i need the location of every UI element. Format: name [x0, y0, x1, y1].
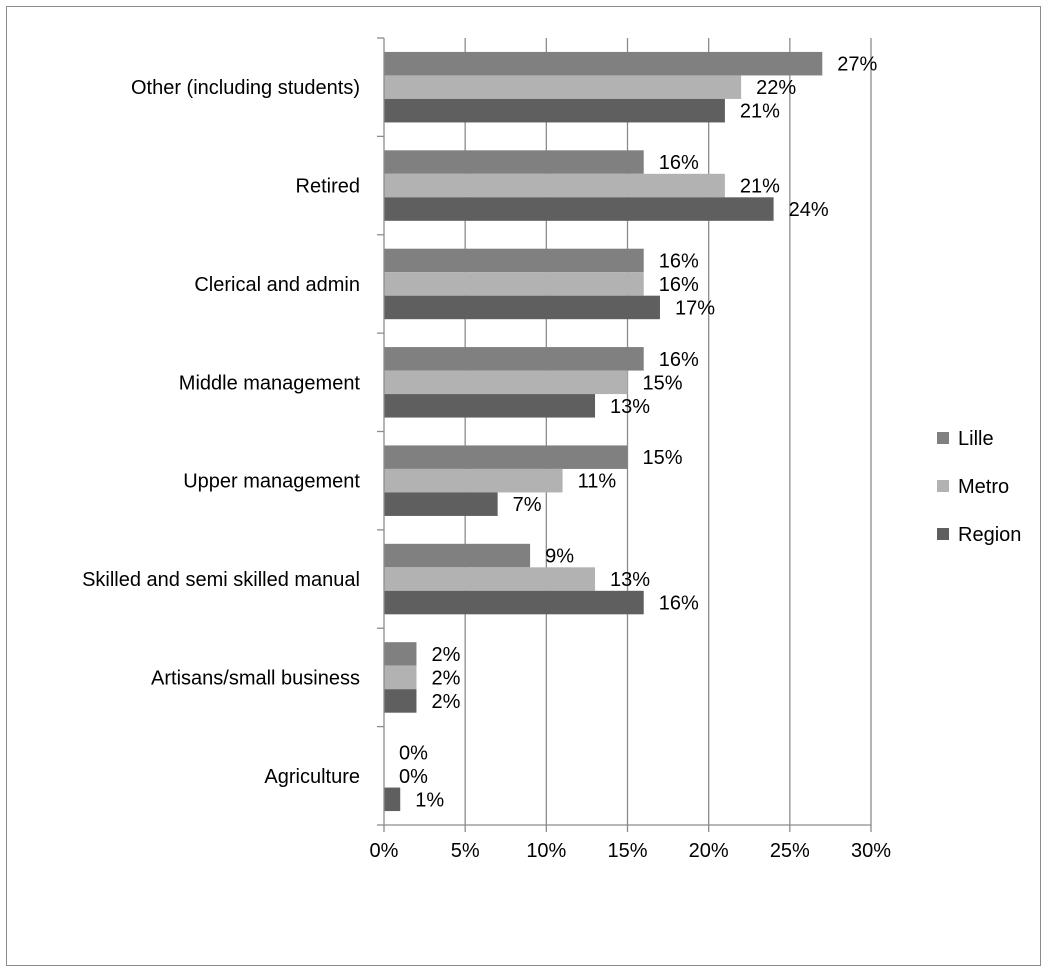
category-label: Middle management: [179, 372, 361, 394]
bar-metro-0: [384, 75, 742, 99]
data-label: 21%: [740, 101, 780, 123]
x-tick-labels: 0% 5% 10% 15% 20% 25% 30%: [370, 840, 892, 862]
bar-metro-2: [384, 272, 644, 296]
x-tick-label: 0%: [370, 840, 399, 862]
category-label: Skilled and semi skilled manual: [82, 569, 360, 591]
x-tick-label: 20%: [689, 840, 729, 862]
legend-swatch-metro: [937, 480, 949, 492]
data-label: 17%: [675, 297, 715, 319]
legend-label-region: Region: [958, 524, 1021, 546]
data-label: 9%: [545, 546, 574, 568]
x-tick-label: 10%: [526, 840, 566, 862]
x-tick-label: 15%: [607, 840, 647, 862]
data-label: 16%: [659, 152, 699, 174]
data-label: 22%: [756, 77, 796, 99]
data-label: 16%: [659, 274, 699, 296]
category-label: Artisans/small business: [151, 667, 360, 689]
legend-label-lille: Lille: [958, 428, 994, 450]
legend-swatch-lille: [937, 432, 949, 444]
data-label: 2%: [431, 691, 460, 713]
bar-lille-0: [384, 51, 823, 76]
bars: [384, 51, 823, 812]
bar-region-5: [384, 590, 644, 615]
bar-metro-4: [384, 468, 563, 493]
bar-lille-3: [384, 347, 644, 371]
x-tick-label: 30%: [851, 840, 891, 862]
category-label: Clerical and admin: [194, 274, 360, 296]
bar-lille-5: [384, 543, 531, 568]
bar-lille-4: [384, 445, 628, 469]
data-label: 24%: [789, 199, 829, 221]
data-labels: 27%22%21%16%21%24%16%16%17%16%15%13%15%1…: [399, 54, 878, 812]
legend-swatch-region: [937, 528, 949, 540]
bar-region-2: [384, 295, 660, 320]
data-label: 27%: [837, 54, 877, 76]
category-label: Agriculture: [264, 766, 360, 788]
data-label: 7%: [513, 494, 542, 516]
bar-metro-1: [384, 173, 725, 198]
data-label: 21%: [740, 176, 780, 198]
bar-region-7: [384, 787, 401, 812]
data-label: 1%: [415, 789, 444, 811]
x-tick-label: 25%: [770, 840, 810, 862]
data-label: 16%: [659, 349, 699, 371]
bar-lille-2: [384, 248, 644, 273]
bar-metro-3: [384, 370, 628, 395]
data-label: 2%: [431, 644, 460, 666]
data-label: 0%: [399, 742, 428, 764]
category-label: Upper management: [183, 471, 360, 493]
data-label: 15%: [643, 372, 683, 394]
bar-region-4: [384, 492, 498, 516]
category-label: Retired: [296, 176, 360, 198]
data-label: 13%: [610, 569, 650, 591]
bar-region-1: [384, 197, 774, 221]
data-label: 2%: [431, 667, 460, 689]
data-label: 0%: [399, 766, 428, 788]
legend-label-metro: Metro: [958, 476, 1009, 498]
bar-lille-1: [384, 150, 644, 174]
data-label: 16%: [659, 250, 699, 272]
bar-region-0: [384, 98, 725, 123]
data-label: 15%: [643, 447, 683, 469]
bar-lille-6: [384, 642, 417, 666]
axes: [377, 37, 872, 832]
bar-region-3: [384, 394, 596, 418]
data-label: 13%: [610, 396, 650, 418]
data-label: 11%: [578, 471, 617, 493]
category-label: Other (including students): [131, 77, 360, 99]
bar-metro-5: [384, 567, 596, 591]
bar-metro-6: [384, 665, 417, 690]
data-label: 16%: [659, 593, 699, 615]
legend: Lille Metro Region: [937, 428, 1021, 546]
x-tick-label: 5%: [451, 840, 480, 862]
bar-region-6: [384, 689, 417, 713]
category-labels: Other (including students) Retired Clerica…: [82, 77, 360, 788]
